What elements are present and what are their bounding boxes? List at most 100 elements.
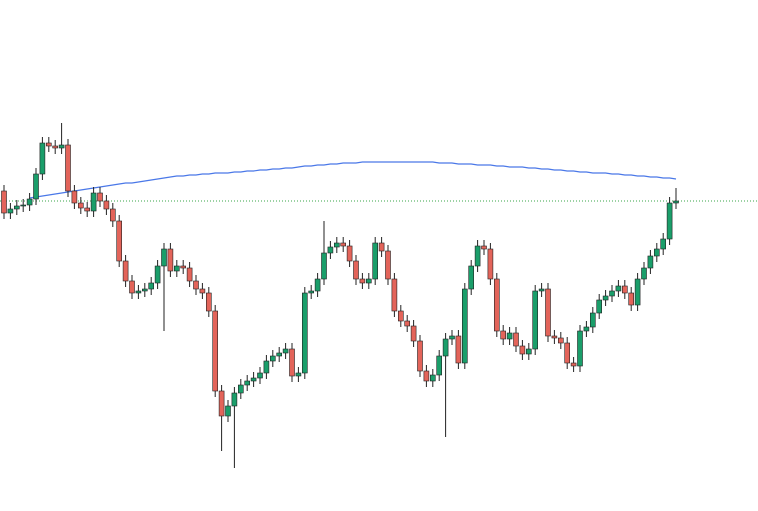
candle-body <box>481 245 487 250</box>
candle-body <box>634 278 641 306</box>
candle-body <box>39 142 46 175</box>
candle-body <box>276 352 283 357</box>
candle-body <box>269 355 276 362</box>
candle-body <box>417 340 423 372</box>
moving-average <box>29 161 677 199</box>
candle-body <box>333 242 340 248</box>
candle-body <box>218 390 225 417</box>
candle-body <box>551 335 558 339</box>
candle-body <box>20 204 27 207</box>
candle-body <box>180 265 186 269</box>
candle-body <box>365 278 372 284</box>
candle-body <box>468 265 475 290</box>
candle-body <box>340 242 347 247</box>
candle-body <box>103 200 110 210</box>
candle-body <box>487 248 494 280</box>
candle-body <box>186 267 193 282</box>
candle-body <box>372 242 379 280</box>
candle-body <box>161 248 167 267</box>
candle-body <box>167 248 174 272</box>
candle-body <box>231 392 238 407</box>
candle-body <box>461 288 468 364</box>
candle-body <box>90 192 97 212</box>
candle-body <box>282 348 289 354</box>
candle-body <box>570 362 577 367</box>
candle-body <box>135 290 142 294</box>
candle-body <box>391 278 398 312</box>
candle-body <box>58 144 65 149</box>
candle-body <box>628 292 635 306</box>
candle-body <box>455 335 462 364</box>
candle-body <box>525 348 532 355</box>
candle-body <box>308 290 315 294</box>
candle-body <box>244 380 250 386</box>
candle-body <box>301 292 308 374</box>
candle-body <box>666 202 673 240</box>
candle-body <box>116 220 122 262</box>
candle-body <box>653 248 660 257</box>
candle-body <box>423 370 430 382</box>
candle-body <box>142 288 148 292</box>
candle-body <box>589 312 596 328</box>
candle-body <box>385 250 391 280</box>
candle-body <box>660 238 667 250</box>
candle-body <box>410 325 417 342</box>
candle-body <box>513 332 519 347</box>
candle-body <box>429 374 436 382</box>
candle-body <box>519 345 526 355</box>
candle-body <box>621 285 628 294</box>
candle-body <box>193 280 199 290</box>
candle-body <box>52 145 59 149</box>
candle-body <box>673 200 679 204</box>
candle-body <box>321 252 327 280</box>
candle-body <box>78 202 84 209</box>
candle-body <box>327 246 334 254</box>
candle-body <box>545 288 551 337</box>
candle-body <box>71 190 78 204</box>
candle-body <box>110 208 116 222</box>
candle-body <box>493 278 500 332</box>
candle-body <box>14 205 20 210</box>
candle-body <box>532 290 539 350</box>
candle-body <box>174 265 180 272</box>
candle-body <box>436 355 443 376</box>
candle-body <box>225 405 231 417</box>
candle-body <box>1 190 7 214</box>
candle-body <box>641 267 647 280</box>
candle-body <box>596 299 603 314</box>
candle-body <box>538 288 545 292</box>
candle-body <box>346 245 353 262</box>
candle-body <box>33 173 39 200</box>
candle-body <box>212 310 218 392</box>
candle-body <box>557 337 564 344</box>
candle-body <box>199 288 206 294</box>
candle-body <box>97 192 103 202</box>
candle-body <box>238 384 244 394</box>
candle-body <box>609 290 615 297</box>
candle-body <box>564 342 571 364</box>
candle-body <box>359 278 366 284</box>
candle-body <box>474 245 481 267</box>
candle-body <box>615 285 622 292</box>
candle-body <box>449 335 455 340</box>
candle-body <box>45 142 52 147</box>
candle-body <box>442 338 449 357</box>
candle-body <box>263 360 270 374</box>
candle-body <box>404 320 411 327</box>
candle-body <box>500 330 507 340</box>
candle-body <box>506 332 513 340</box>
candle-body <box>295 372 302 377</box>
candle-body <box>122 260 129 282</box>
candle-body <box>289 348 295 377</box>
candle-body <box>257 372 263 379</box>
candle-body <box>577 330 583 367</box>
candle-body <box>378 242 385 252</box>
candle-body <box>65 144 71 192</box>
candle-body <box>250 377 257 382</box>
candle-body <box>397 310 404 322</box>
candle-body <box>314 278 321 292</box>
candle-body <box>353 260 359 280</box>
candle-body <box>154 265 161 284</box>
candle-body <box>129 280 135 294</box>
